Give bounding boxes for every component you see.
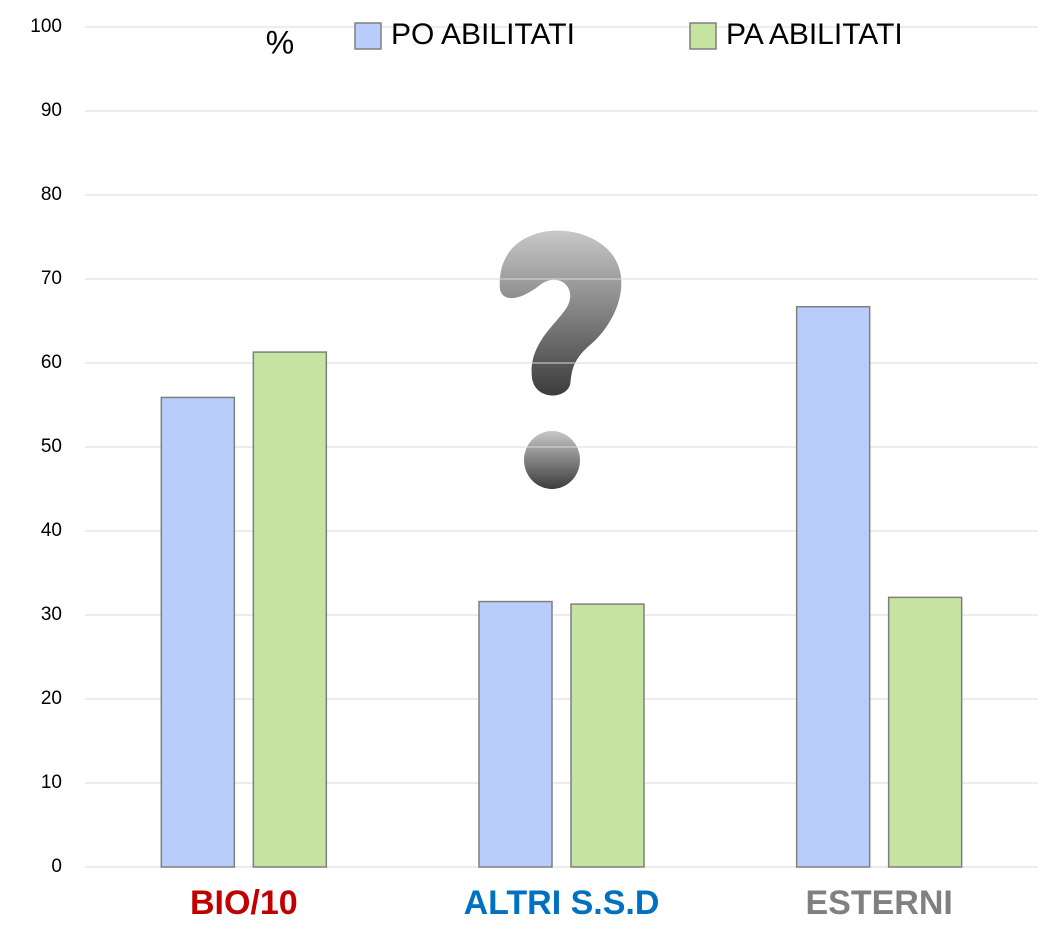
y-tick-label: 60 [41, 352, 62, 373]
chart: % 0 10 20 30 40 50 60 70 80 90 100 PO ABILITATI PA A… [0, 0, 1038, 936]
y-tick-label: 80 [41, 184, 62, 205]
y-tick-label: 50 [41, 436, 62, 457]
y-tick-label: 70 [41, 268, 62, 289]
y-tick-label: 100 [30, 16, 62, 37]
bar [479, 602, 552, 867]
question-mark-decoration [500, 231, 622, 489]
bar [797, 307, 870, 867]
y-tick-label: 0 [51, 856, 62, 877]
y-tick-label: 30 [41, 604, 62, 625]
legend-label: PO ABILITATI [391, 18, 575, 51]
y-tick-label: 90 [41, 100, 62, 121]
y-tick-label: 20 [41, 688, 62, 709]
legend-swatch [355, 23, 381, 49]
bar [161, 397, 234, 867]
y-axis-label: % [266, 24, 294, 60]
page: % 0 10 20 30 40 50 60 70 80 90 100 PO ABILITATI PA A… [0, 0, 1038, 936]
bar [889, 597, 962, 867]
x-tick-label: ESTERNI [805, 884, 952, 922]
bar [253, 352, 326, 867]
y-tick-label: 40 [41, 520, 62, 541]
x-tick-label: ALTRI S.S.D [464, 884, 660, 922]
y-tick-label: 10 [41, 772, 62, 793]
legend-swatch [690, 23, 716, 49]
legend-label: PA ABILITATI [726, 18, 903, 51]
bar [571, 604, 644, 867]
x-tick-label: BIO/10 [190, 884, 298, 922]
